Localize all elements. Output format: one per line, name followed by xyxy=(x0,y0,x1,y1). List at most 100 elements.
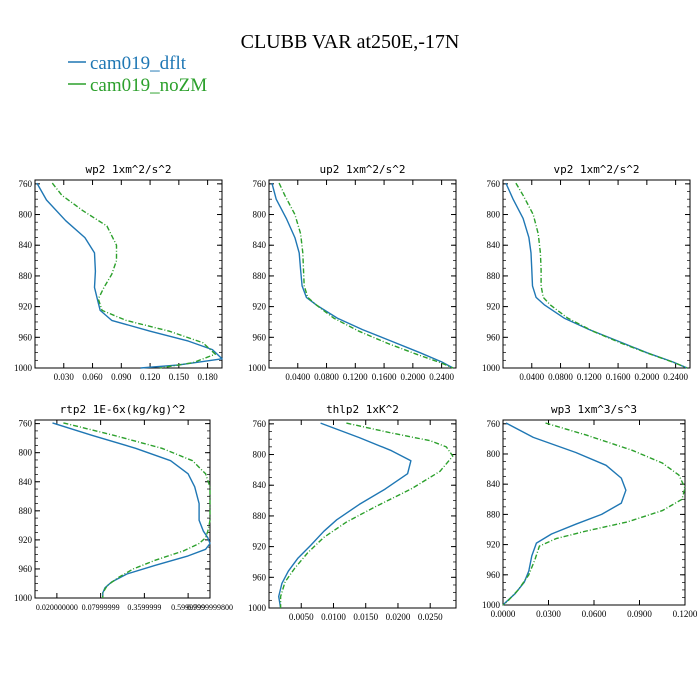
y-tick-label: 840 xyxy=(19,240,33,250)
series-line-nozm xyxy=(279,422,454,608)
x-tick-label: 0.0050 xyxy=(289,612,314,622)
y-tick-label: 840 xyxy=(19,477,33,487)
y-tick-label: 1000 xyxy=(14,363,33,373)
x-tick-label: 0.060 xyxy=(82,372,103,382)
x-tick-label: 0.2000 xyxy=(634,372,659,382)
y-tick-label: 800 xyxy=(19,448,33,458)
x-tick-label: 0.1600 xyxy=(606,372,631,382)
y-tick-label: 960 xyxy=(19,564,33,574)
panel-title: rtp2 1E-6x(kg/kg)^2 xyxy=(60,403,186,416)
x-tick-label: 0.0800 xyxy=(314,372,339,382)
y-tick-label: 760 xyxy=(19,179,33,189)
y-tick-label: 880 xyxy=(19,506,33,516)
series-line-dflt xyxy=(52,422,211,598)
x-tick-label: 0.2400 xyxy=(429,372,454,382)
x-tick-label: 0.0250 xyxy=(418,612,443,622)
y-tick-label: 800 xyxy=(19,210,33,220)
y-tick-label: 1000 xyxy=(482,363,501,373)
x-tick-label: 0.180 xyxy=(197,372,218,382)
y-tick-label: 1000 xyxy=(14,593,33,603)
panel-5: thlp2 1xK^2 760 800 840 880 920 960 1000 0.0050 0… xyxy=(248,403,457,622)
x-tick-label: 0.0200 xyxy=(386,612,411,622)
y-tick-label: 800 xyxy=(487,449,501,459)
legend-label-nozm: cam019_noZM xyxy=(90,75,207,96)
x-tick-label: 0.020000000 xyxy=(36,603,78,612)
y-tick-label: 920 xyxy=(487,540,501,550)
x-tick-label: 0.2000 xyxy=(400,372,425,382)
legend-label-dflt: cam019_dflt xyxy=(90,53,187,74)
panel-title: thlp2 1xK^2 xyxy=(326,403,399,416)
x-tick-label: 0.07999999 xyxy=(82,603,120,612)
figure-legend: cam019_dflt cam019_noZM xyxy=(68,53,207,96)
x-tick-label: 0.2400 xyxy=(663,372,688,382)
y-tick-label: 920 xyxy=(253,542,267,552)
x-tick-label: 0.120 xyxy=(140,372,161,382)
y-tick-label: 800 xyxy=(253,450,267,460)
y-tick-label: 800 xyxy=(487,210,501,220)
y-tick-label: 1000 xyxy=(482,600,501,610)
y-tick-label: 880 xyxy=(487,509,501,519)
y-tick-label: 960 xyxy=(253,572,267,582)
x-tick-label: 0.0000 xyxy=(491,609,516,619)
panel-title: wp2 1xm^2/s^2 xyxy=(85,163,171,176)
x-tick-label: 0.5999999 xyxy=(171,603,205,612)
y-tick-label: 840 xyxy=(253,480,267,490)
panel-6: wp3 1xm^3/s^3 760 800 840 880 920 960 10000.000… xyxy=(482,403,698,619)
x-tick-label: 0.0600 xyxy=(582,609,607,619)
y-tick-label: 840 xyxy=(487,479,501,489)
x-tick-label: 0.0300 xyxy=(536,609,561,619)
y-tick-label: 760 xyxy=(253,179,267,189)
y-tick-label: 800 xyxy=(253,210,267,220)
y-tick-label: 920 xyxy=(19,302,33,312)
series-line-nozm xyxy=(63,422,211,598)
x-tick-label: 0.1600 xyxy=(372,372,397,382)
series-line-dflt xyxy=(505,182,688,369)
x-tick-label: 0.7999999800 xyxy=(187,603,233,612)
series-line-dflt xyxy=(36,182,223,369)
x-tick-label: 0.1200 xyxy=(577,372,602,382)
series-line-dflt xyxy=(502,422,627,606)
x-tick-label: 0.0400 xyxy=(519,372,544,382)
x-tick-label: 0.090 xyxy=(111,372,132,382)
series-line-nozm xyxy=(515,182,688,369)
plot-frame xyxy=(34,419,211,599)
y-tick-label: 960 xyxy=(487,570,501,580)
y-tick-label: 960 xyxy=(19,332,33,342)
plot-frame xyxy=(502,179,691,369)
series-line-dflt xyxy=(278,422,412,609)
y-tick-label: 880 xyxy=(253,511,267,521)
x-tick-label: 0.0100 xyxy=(321,612,346,622)
y-tick-label: 920 xyxy=(487,302,501,312)
panel-title: up2 1xm^2/s^2 xyxy=(319,163,405,176)
x-tick-label: 0.0400 xyxy=(285,372,310,382)
y-tick-label: 1000 xyxy=(248,363,267,373)
y-tick-label: 760 xyxy=(253,419,267,429)
plot-frame xyxy=(268,419,457,609)
x-tick-label: 0.0150 xyxy=(353,612,378,622)
y-tick-label: 760 xyxy=(487,419,501,429)
panel-1: wp2 1xm^2/s^2 760 800 840 880 920 960 1000 0.030… xyxy=(14,163,223,382)
y-tick-label: 920 xyxy=(253,302,267,312)
figure-title: CLUBB VAR at250E,-17N xyxy=(241,31,460,53)
panels-group: wp2 1xm^2/s^2 760 800 840 880 920 960 1000 0.030… xyxy=(14,163,698,622)
series-line-dflt xyxy=(271,182,454,369)
x-tick-label: 0.0800 xyxy=(548,372,573,382)
x-tick-label: 0.030 xyxy=(54,372,75,382)
y-tick-label: 880 xyxy=(19,271,33,281)
panel-4: rtp2 1E-6x(kg/kg)^2 760 800 840 880 920 960 100… xyxy=(14,403,233,612)
series-line-nozm xyxy=(502,422,686,606)
x-tick-label: 0.1200 xyxy=(343,372,368,382)
series-line-nozm xyxy=(278,182,454,369)
x-tick-label: 0.1200 xyxy=(673,609,698,619)
y-tick-label: 960 xyxy=(487,332,501,342)
series-line-nozm xyxy=(51,182,217,369)
panel-3: vp2 1xm^2/s^2 760 800 840 880 920 960 1000 0.040… xyxy=(482,163,691,382)
y-tick-label: 920 xyxy=(19,535,33,545)
panel-title: wp3 1xm^3/s^3 xyxy=(551,403,637,416)
y-tick-label: 880 xyxy=(487,271,501,281)
panel-2: up2 1xm^2/s^2 760 800 840 880 920 960 1000 0.040… xyxy=(248,163,457,382)
y-tick-label: 840 xyxy=(253,240,267,250)
y-tick-label: 880 xyxy=(253,271,267,281)
x-tick-label: 0.0900 xyxy=(627,609,652,619)
